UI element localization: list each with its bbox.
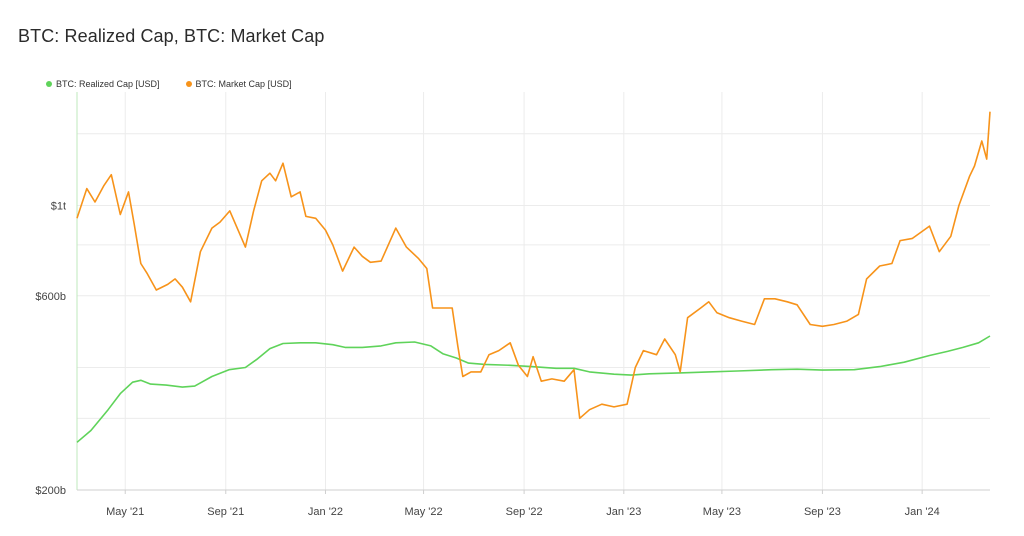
x-tick-label: Sep '21 bbox=[207, 506, 244, 518]
series-line-market-cap bbox=[76, 111, 991, 420]
x-tick-label: May '23 bbox=[703, 506, 741, 518]
page-title: BTC: Realized Cap, BTC: Market Cap bbox=[18, 26, 325, 46]
x-tick-label: Jan '23 bbox=[606, 506, 641, 518]
legend-dot-realized-cap bbox=[46, 81, 52, 87]
chart-legend: BTC: Realized Cap [USD] BTC: Market Cap … bbox=[46, 79, 292, 89]
y-tick-label: $600b bbox=[35, 291, 66, 303]
y-tick-label: $1t bbox=[51, 200, 66, 212]
legend-label-market-cap: BTC: Market Cap [USD] bbox=[195, 79, 292, 89]
x-tick-label: Jan '24 bbox=[905, 506, 940, 518]
series-line-realized-cap bbox=[76, 335, 991, 443]
legend-item-market-cap[interactable]: BTC: Market Cap [USD] bbox=[185, 79, 292, 89]
x-tick-label: Jan '22 bbox=[308, 506, 343, 518]
x-tick-label: Sep '22 bbox=[506, 506, 543, 518]
y-tick-label: $200b bbox=[35, 485, 66, 497]
legend-label-realized-cap: BTC: Realized Cap [USD] bbox=[56, 79, 160, 89]
x-tick-label: Sep '23 bbox=[804, 506, 841, 518]
x-tick-label: May '21 bbox=[106, 506, 144, 518]
legend-dot-market-cap bbox=[185, 81, 192, 87]
legend-item-realized-cap[interactable]: BTC: Realized Cap [USD] bbox=[46, 79, 160, 89]
x-tick-label: May '22 bbox=[404, 506, 442, 518]
